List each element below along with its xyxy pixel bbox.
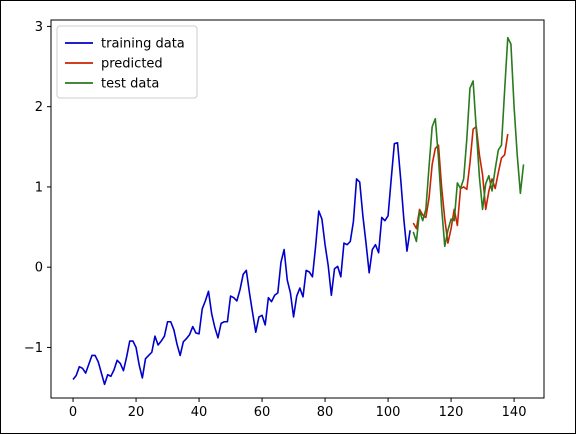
x-tick-label: 20 xyxy=(128,405,145,420)
legend: training data predicted test data xyxy=(56,25,198,99)
legend-label-training-data: training data xyxy=(101,37,185,52)
y-tick-label: 1 xyxy=(35,180,43,195)
x-tick-label: 40 xyxy=(191,405,208,420)
x-tick-label: 120 xyxy=(439,405,464,420)
x-tick-label: 80 xyxy=(317,405,334,420)
tick-layer: 0 20 40 60 80 100 120 140 −1 0 1 2 3 xyxy=(24,20,527,420)
plot-frame xyxy=(50,19,545,399)
series-line-training-data xyxy=(72,141,411,386)
series-line-test-data xyxy=(412,36,525,248)
y-tick-label: 0 xyxy=(35,261,43,276)
y-tick-label: 3 xyxy=(35,20,43,35)
legend-box xyxy=(56,25,198,99)
y-tick-label: −1 xyxy=(24,341,43,356)
x-tick-label: 60 xyxy=(254,405,271,420)
series-layer xyxy=(72,36,525,386)
legend-label-predicted: predicted xyxy=(101,57,163,72)
x-tick-label: 0 xyxy=(69,405,77,420)
legend-label-test-data: test data xyxy=(101,77,159,92)
y-tick-label: 2 xyxy=(35,100,43,115)
x-tick-label: 100 xyxy=(376,405,401,420)
x-tick-label: 140 xyxy=(502,405,527,420)
